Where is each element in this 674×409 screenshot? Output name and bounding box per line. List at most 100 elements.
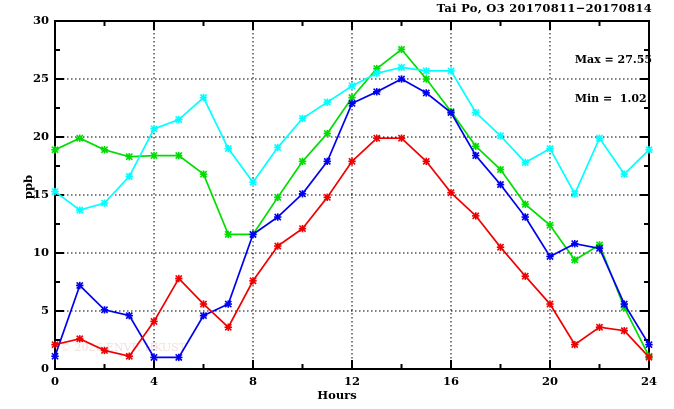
- data-point-marker: [620, 170, 628, 178]
- data-point-marker: [397, 134, 406, 142]
- data-point-marker: [100, 199, 109, 207]
- data-point-marker: [620, 300, 628, 308]
- data-point-marker: [175, 115, 183, 124]
- data-point-marker: [51, 352, 59, 360]
- data-point-marker: [472, 212, 480, 220]
- data-point-marker: [422, 75, 430, 83]
- data-point-marker: [546, 221, 554, 229]
- data-point-marker: [125, 172, 133, 181]
- data-point-marker: [397, 75, 406, 83]
- data-point-marker: [397, 45, 406, 54]
- data-point-marker: [571, 240, 579, 248]
- data-point-marker: [521, 272, 529, 280]
- data-point-marker: [546, 144, 554, 153]
- y-axis-tick-label: 30: [32, 13, 49, 27]
- data-point-marker: [571, 190, 579, 198]
- data-point-marker: [175, 151, 183, 160]
- data-point-marker: [249, 230, 257, 239]
- data-point-marker: [150, 353, 158, 362]
- data-point-marker: [645, 353, 653, 361]
- data-point-marker: [422, 89, 430, 97]
- min-value-label: Min = 1.02: [574, 92, 647, 105]
- data-point-marker: [199, 93, 208, 102]
- data-point-marker: [521, 200, 529, 208]
- data-point-marker: [472, 151, 480, 160]
- data-point-marker: [76, 134, 84, 142]
- x-axis-tick-label: 4: [149, 374, 158, 388]
- data-point-marker: [422, 157, 430, 166]
- data-point-marker: [150, 125, 158, 133]
- data-point-marker: [76, 335, 84, 343]
- chart-title: Tai Po, O3 20170811−20170814: [436, 1, 652, 15]
- data-point-marker: [175, 353, 183, 362]
- data-point-marker: [521, 158, 529, 167]
- data-point-marker: [620, 327, 628, 335]
- x-axis-label: Hours: [317, 388, 357, 402]
- data-point-marker: [274, 193, 282, 202]
- data-point-marker: [51, 146, 59, 154]
- data-point-marker: [274, 242, 282, 250]
- data-point-marker: [595, 323, 604, 331]
- data-point-marker: [472, 108, 480, 117]
- data-point-marker: [521, 213, 529, 221]
- data-point-marker: [249, 277, 257, 285]
- data-point-marker: [298, 114, 307, 123]
- data-point-marker: [125, 311, 133, 320]
- x-axis-tick-label: 16: [442, 374, 459, 388]
- x-axis-tick-label: 8: [248, 374, 257, 388]
- data-point-marker: [298, 157, 307, 166]
- data-point-marker: [373, 69, 381, 77]
- data-point-marker: [373, 134, 381, 142]
- data-point-marker: [199, 170, 208, 178]
- y-axis-tick-label: 20: [32, 129, 49, 143]
- data-point-marker: [422, 67, 430, 75]
- data-point-marker: [199, 311, 208, 320]
- data-point-marker: [298, 224, 307, 233]
- data-point-marker: [274, 143, 282, 152]
- data-point-marker: [645, 146, 653, 154]
- data-point-marker: [645, 340, 653, 349]
- data-point-marker: [125, 153, 133, 161]
- data-point-marker: [323, 157, 331, 166]
- x-axis-tick-label: 24: [640, 374, 657, 388]
- data-point-marker: [595, 134, 604, 142]
- data-point-marker: [100, 306, 109, 314]
- series-line-series-red: [54, 137, 650, 359]
- max-value-label: Max = 27.55: [574, 53, 652, 66]
- data-point-marker: [496, 243, 505, 251]
- data-point-marker: [595, 244, 604, 253]
- data-point-marker: [249, 178, 257, 186]
- data-point-marker: [224, 323, 232, 331]
- data-point-marker: [150, 317, 158, 326]
- data-point-marker: [51, 340, 59, 349]
- data-point-marker: [100, 146, 109, 154]
- x-axis-tick-label: 12: [343, 374, 360, 388]
- data-point-marker: [323, 193, 331, 202]
- data-point-marker: [51, 187, 59, 196]
- data-point-marker: [571, 256, 579, 264]
- data-point-marker: [199, 300, 208, 308]
- y-axis-tick-label: 10: [32, 245, 49, 259]
- x-axis-tick-label: 0: [50, 374, 59, 388]
- x-axis-tick-label: 20: [541, 374, 558, 388]
- data-point-marker: [76, 206, 84, 214]
- data-point-marker: [496, 180, 505, 189]
- data-point-marker: [447, 188, 455, 197]
- y-axis-tick-label: 0: [40, 361, 49, 375]
- data-point-marker: [546, 252, 554, 261]
- data-point-marker: [274, 213, 282, 221]
- y-axis-tick-label: 5: [40, 303, 49, 317]
- data-point-marker: [546, 300, 554, 308]
- stats-annotation: Max = 27.55 Min = 1.02: [575, 27, 652, 131]
- data-point-marker: [348, 157, 356, 166]
- data-point-marker: [323, 98, 331, 106]
- data-point-marker: [224, 144, 232, 153]
- data-point-marker: [125, 352, 133, 360]
- data-point-marker: [224, 230, 232, 239]
- data-point-marker: [298, 190, 307, 198]
- y-axis-tick-label: 25: [32, 71, 49, 85]
- data-point-marker: [571, 340, 579, 349]
- data-point-marker: [447, 108, 455, 117]
- data-point-marker: [447, 67, 455, 75]
